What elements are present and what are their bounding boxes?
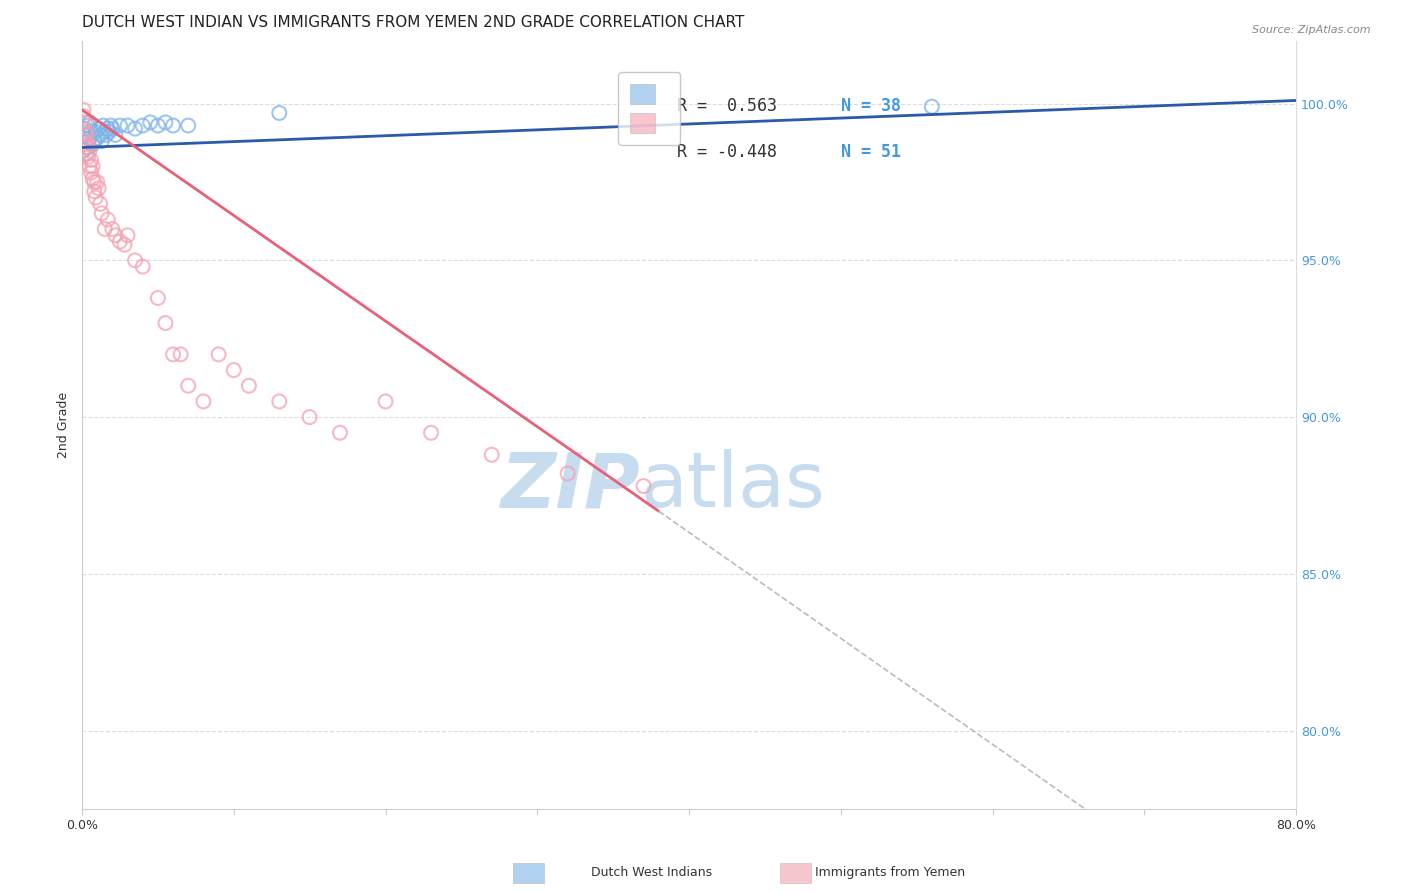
Point (82, 137, 104, 152)
Point (146, 119, 169, 133)
Text: Source: ZipAtlas.com: Source: ZipAtlas.com (1253, 25, 1371, 35)
Point (73, 121, 96, 136)
Point (374, 394, 396, 409)
Point (97, 121, 120, 136)
Point (177, 378, 200, 392)
Point (101, 222, 124, 236)
Point (87, 181, 110, 195)
Point (269, 394, 291, 409)
Point (94, 222, 117, 236)
Point (557, 467, 579, 481)
Point (86, 175, 108, 189)
Point (90, 206, 112, 220)
Point (139, 115, 162, 129)
Point (87, 121, 110, 136)
Point (124, 121, 146, 136)
Point (72, 109, 94, 123)
Point (921, 100, 943, 114)
Point (420, 425, 443, 440)
Point (84, 125, 107, 139)
Point (104, 128, 127, 142)
Point (91, 119, 114, 133)
Point (76, 128, 98, 142)
Point (269, 106, 291, 120)
Legend: , : , (619, 72, 681, 145)
Point (72, 103, 94, 117)
Text: N = 38: N = 38 (841, 97, 901, 115)
Text: atlas: atlas (641, 450, 825, 524)
Point (90, 134, 112, 148)
Point (80, 153, 103, 167)
Point (162, 119, 184, 133)
Point (96, 128, 118, 142)
Point (73, 125, 96, 139)
Point (79, 159, 101, 173)
Point (124, 253, 146, 268)
Point (80, 125, 103, 139)
Point (481, 448, 503, 462)
Point (117, 119, 139, 133)
Point (73, 134, 96, 148)
Point (114, 237, 136, 252)
Text: R = -0.448: R = -0.448 (676, 144, 778, 161)
Point (98, 125, 121, 139)
Point (72, 144, 94, 158)
Y-axis label: 2nd Grade: 2nd Grade (58, 392, 70, 458)
Point (82, 171, 104, 186)
Point (83, 175, 105, 189)
Text: N = 51: N = 51 (841, 144, 901, 161)
Point (117, 228, 139, 243)
Point (73, 115, 96, 129)
Text: Dutch West Indians: Dutch West Indians (591, 866, 711, 879)
Text: Immigrants from Yemen: Immigrants from Yemen (815, 866, 966, 879)
Point (298, 410, 321, 425)
Point (131, 260, 153, 274)
Point (73, 134, 96, 148)
Point (77, 119, 100, 133)
Point (79, 131, 101, 145)
Point (101, 121, 124, 136)
Point (222, 363, 245, 377)
Point (633, 479, 655, 493)
Point (83, 134, 105, 148)
Point (82, 159, 104, 173)
Point (169, 347, 191, 361)
Text: ZIP: ZIP (501, 450, 641, 524)
Point (146, 291, 169, 305)
Point (80, 165, 103, 179)
Point (131, 119, 153, 133)
Point (104, 228, 127, 243)
Point (83, 119, 105, 133)
Point (177, 119, 200, 133)
Point (108, 119, 131, 133)
Point (207, 347, 229, 361)
Point (79, 115, 101, 129)
Point (155, 115, 177, 129)
Point (193, 394, 215, 409)
Point (76, 140, 98, 154)
Point (84, 191, 107, 205)
Point (329, 425, 352, 440)
Point (97, 212, 120, 227)
Point (77, 150, 100, 164)
Point (89, 128, 111, 142)
Text: R =  0.563: R = 0.563 (676, 97, 778, 115)
Point (76, 146, 98, 161)
Point (86, 131, 108, 145)
Point (79, 144, 101, 158)
Point (77, 137, 100, 152)
Point (155, 316, 177, 330)
Point (94, 125, 117, 139)
Point (83, 185, 105, 199)
Point (238, 378, 260, 392)
Point (108, 235, 131, 249)
Point (76, 128, 98, 142)
Point (89, 197, 111, 211)
Text: DUTCH WEST INDIAN VS IMMIGRANTS FROM YEMEN 2ND GRADE CORRELATION CHART: DUTCH WEST INDIAN VS IMMIGRANTS FROM YEM… (82, 15, 744, 30)
Point (162, 347, 184, 361)
Point (77, 140, 100, 154)
Point (100, 119, 122, 133)
